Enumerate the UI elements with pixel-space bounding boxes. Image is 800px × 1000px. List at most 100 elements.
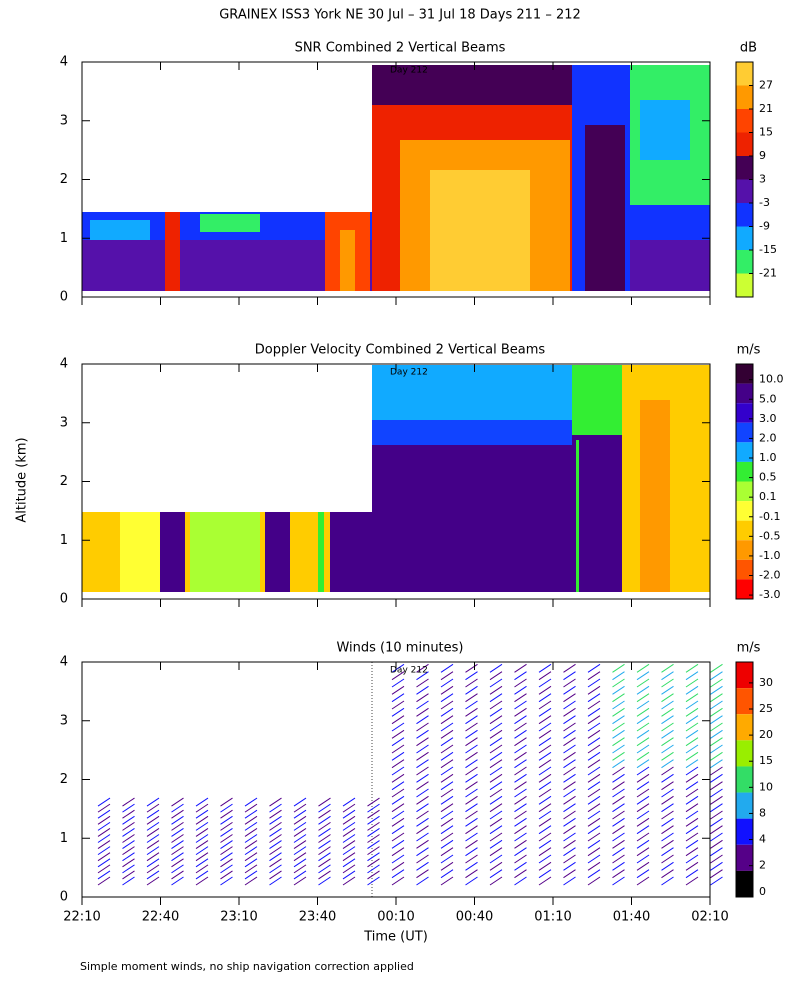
barb (514, 861, 527, 871)
barb (587, 781, 601, 791)
barb (538, 759, 552, 769)
barb (685, 751, 699, 761)
barb (416, 788, 429, 798)
barb (171, 852, 184, 862)
barb (391, 803, 405, 813)
colorbar-tick-label: 0.5 (759, 471, 777, 484)
barb (563, 832, 576, 842)
barb (220, 870, 233, 880)
barb (367, 876, 380, 886)
barb (465, 737, 478, 747)
barb (685, 693, 699, 703)
barb (538, 817, 552, 827)
colorbar-tick-label: 0 (759, 885, 766, 898)
colorbar-swatch (736, 501, 753, 521)
barb (440, 781, 454, 791)
barb (563, 854, 576, 864)
barb (465, 663, 478, 673)
barb (587, 839, 601, 849)
colorbar-swatch (736, 85, 753, 109)
barb (465, 685, 478, 695)
barb (440, 693, 454, 703)
barb (367, 870, 380, 880)
barb (440, 751, 454, 761)
barb (220, 797, 233, 807)
barb (318, 834, 331, 843)
barb (318, 803, 331, 813)
barb (97, 821, 111, 831)
barb (661, 810, 674, 820)
y-tick-label: 3 (60, 415, 68, 430)
barb (489, 810, 503, 820)
barb (342, 821, 356, 831)
colorbar-tick-label: -0.1 (759, 510, 780, 523)
barb (685, 803, 699, 813)
colorbar-tick-label: 8 (759, 806, 766, 819)
barb (661, 781, 674, 791)
barb (146, 876, 160, 886)
barb (97, 858, 111, 868)
barb (563, 751, 576, 761)
barb (122, 828, 135, 837)
barb (146, 821, 160, 831)
barb (440, 869, 454, 879)
barb (122, 846, 135, 856)
barb (391, 700, 405, 710)
barb (612, 817, 625, 827)
barb (710, 722, 723, 732)
colorbar-tick-label: 1.0 (759, 451, 777, 464)
barb (661, 854, 674, 864)
barb (440, 729, 454, 739)
barb (710, 781, 723, 791)
barb (318, 864, 331, 874)
barb (587, 715, 601, 725)
barb (293, 846, 307, 856)
barb (122, 840, 135, 849)
barb (563, 737, 576, 747)
barb (195, 864, 209, 874)
barb (146, 840, 160, 849)
barb (391, 729, 405, 739)
barb (465, 707, 478, 717)
barb (269, 846, 282, 856)
barb (416, 781, 429, 791)
barb (563, 729, 576, 739)
barb (391, 693, 405, 703)
barb (563, 700, 576, 710)
barb (391, 766, 405, 776)
barb (563, 788, 576, 798)
barb (612, 839, 625, 849)
barb (661, 832, 674, 842)
barb (489, 839, 503, 849)
barb (489, 671, 503, 681)
barb (538, 766, 552, 776)
barb (661, 795, 674, 805)
barb (489, 803, 503, 813)
barb (710, 715, 723, 725)
barb (489, 759, 503, 769)
colorbar-tick-label: 9 (759, 149, 766, 162)
barb (661, 861, 674, 871)
barb (514, 817, 527, 827)
barb (661, 876, 674, 886)
barb (710, 729, 723, 739)
x-tick-label: 02:10 (691, 910, 728, 925)
barb (538, 707, 552, 717)
barb (661, 839, 674, 849)
y-tick-label: 2 (60, 772, 68, 787)
barb (538, 678, 552, 688)
barb (514, 869, 527, 879)
barb (244, 828, 258, 837)
barb (220, 821, 233, 831)
barb (661, 707, 674, 717)
colorbar-tick-label: -3.0 (759, 588, 780, 601)
barb (416, 795, 429, 805)
colorbar-swatch (736, 579, 753, 599)
barb (710, 817, 723, 827)
barb (269, 797, 282, 807)
barb (685, 663, 699, 673)
barb (440, 663, 454, 673)
barb (122, 834, 135, 843)
barb (465, 839, 478, 849)
barb (538, 781, 552, 791)
